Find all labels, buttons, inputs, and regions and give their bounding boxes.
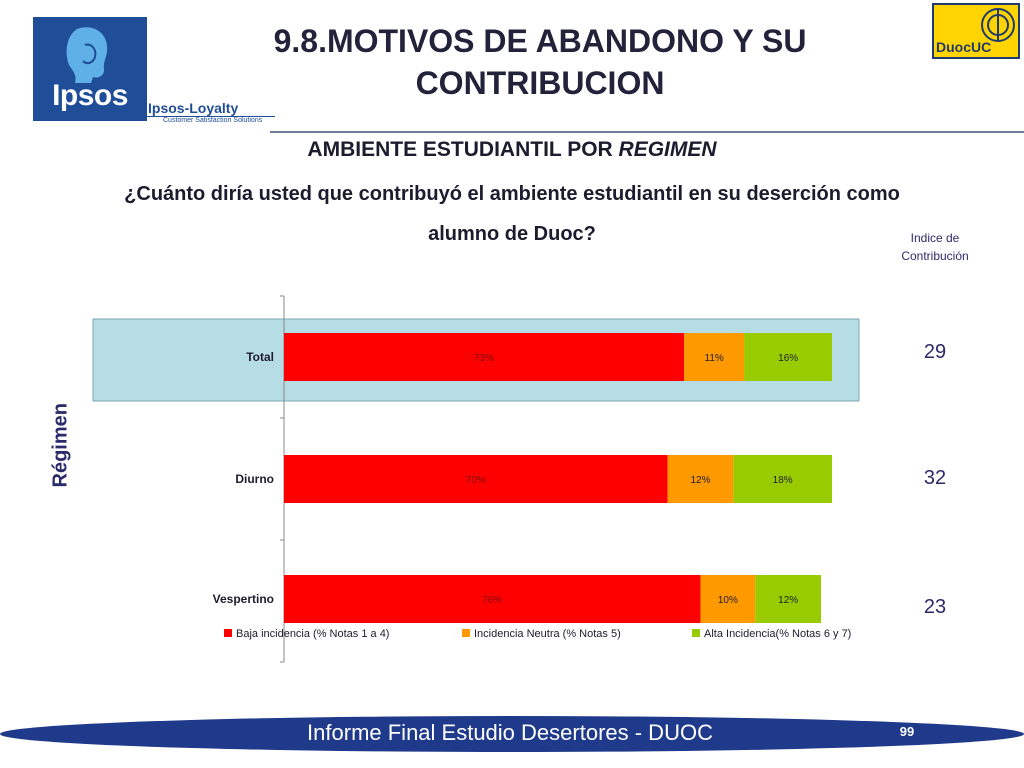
contribution-index-diurno: 32: [923, 467, 947, 489]
loyalty-divider: [145, 116, 275, 117]
bar-total-s0: [284, 333, 685, 381]
subtitle-part1: AMBIENTE ESTUDIANTIL POR: [307, 138, 619, 161]
page-number: 99: [899, 724, 915, 739]
bar-vespertino-s1: [700, 575, 756, 623]
bar-vespertino-s2: [755, 575, 822, 623]
ipsos-loyalty-subtext: Customer Satisfaction Solutions: [163, 117, 263, 124]
index-header-line2: Contribución: [901, 249, 969, 263]
bar-vespertino-s0: [284, 575, 701, 623]
footer-text: Informe Final Estudio Desertores - DUOC: [307, 720, 713, 745]
index-header: Indice de Contribución: [885, 229, 985, 265]
legend-swatch-0: [224, 629, 232, 637]
data-label-vespertino-s2: 12%: [778, 595, 798, 606]
legend-swatch-1: [462, 629, 470, 637]
data-label-vespertino-s1: 10%: [718, 595, 738, 606]
question-line2: alumno de Duoc?: [428, 223, 596, 245]
bar-diurno-s0: [284, 455, 668, 503]
data-label-vespertino-s0: 76%: [482, 595, 502, 606]
ipsos-logo: Ipsos: [33, 17, 147, 121]
ipsos-logo-text: Ipsos: [52, 79, 128, 112]
subtitle-part2: REGIMEN: [618, 138, 717, 161]
question-line1: ¿Cuánto diría usted que contribuyó el am…: [124, 183, 900, 205]
category-label-diurno: Diurno: [235, 472, 274, 486]
duoc-seal-icon: [981, 8, 1015, 42]
contribution-index-vespertino: 23: [923, 596, 947, 618]
footer-banner: [0, 716, 1024, 752]
chart-subtitle: AMBIENTE ESTUDIANTIL POR REGIMEN: [180, 138, 844, 162]
ipsos-face-icon: [66, 27, 108, 83]
bar-total-s1: [684, 333, 745, 381]
duoc-logo: DuocUC: [932, 3, 1020, 59]
data-label-total-s1: 11%: [705, 353, 724, 364]
page-title-line1: 9.8.MOTIVOS DE ABANDONO Y SU: [273, 23, 807, 59]
bar-diurno-s2: [733, 455, 832, 503]
page-title: 9.8.MOTIVOS DE ABANDONO Y SU CONTRIBUCIO…: [230, 20, 850, 104]
title-divider: [270, 131, 1024, 133]
legend-label-2: Alta Incidencia(% Notas 6 y 7): [704, 628, 851, 640]
data-label-diurno-s1: 12%: [690, 475, 710, 486]
data-label-diurno-s2: 18%: [773, 475, 793, 486]
page-title-line2: CONTRIBUCION: [415, 65, 665, 101]
data-label-total-s2: 16%: [778, 353, 798, 364]
data-label-total-s0: 73%: [474, 353, 494, 364]
bar-total-s2: [744, 333, 832, 381]
bar-diurno-s1: [667, 455, 734, 503]
duoc-logo-text: DuocUC: [936, 39, 992, 55]
index-header-line1: Indice de: [910, 231, 960, 245]
category-label-vespertino: Vespertino: [213, 592, 274, 606]
legend-label-0: Baja incidencia (% Notas 1 a 4): [236, 628, 389, 640]
legend-swatch-2: [692, 629, 700, 637]
data-label-diurno-s0: 70%: [466, 475, 486, 486]
contribution-index-total: 29: [923, 341, 947, 363]
survey-question: ¿Cuánto diría usted que contribuyó el am…: [40, 174, 984, 254]
category-label-total: Total: [246, 350, 274, 364]
ipsos-loyalty-text: Ipsos-Loyalty: [148, 100, 239, 116]
legend-label-1: Incidencia Neutra (% Notas 5): [474, 628, 621, 640]
